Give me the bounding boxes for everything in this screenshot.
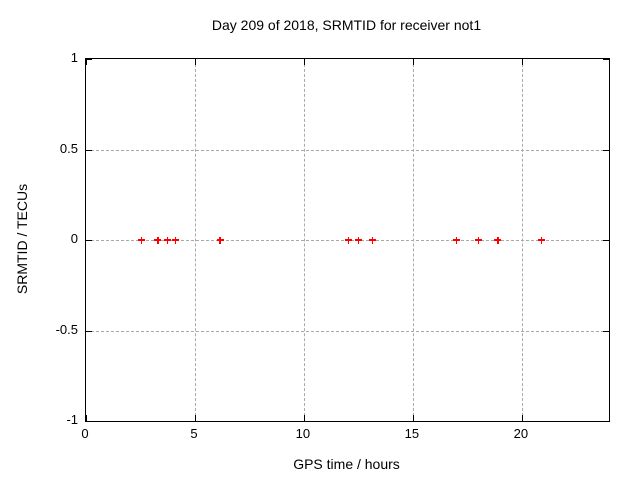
data-point-marker xyxy=(138,236,146,244)
chart-title: Day 209 of 2018, SRMTID for receiver not… xyxy=(211,17,482,33)
x-tick-bottom xyxy=(86,415,87,421)
data-point-marker xyxy=(369,236,377,244)
data-point-marker xyxy=(216,236,224,244)
y-gridline xyxy=(86,149,609,151)
data-point-marker xyxy=(164,236,172,244)
data-point-marker xyxy=(494,236,502,244)
data-point-marker xyxy=(154,236,162,244)
y-tick-label: 0 xyxy=(70,231,78,246)
x-tick-label: 5 xyxy=(190,426,198,441)
x-tick-label: 20 xyxy=(513,426,529,441)
y-tick-right xyxy=(603,330,609,332)
y-tick-left xyxy=(86,59,92,60)
y-gridline xyxy=(86,330,609,332)
y-tick-left xyxy=(86,330,92,332)
y-tick-label: 0.5 xyxy=(59,140,78,156)
y-tick-right xyxy=(603,59,609,60)
x-tick-bottom xyxy=(412,415,414,421)
y-tick-right xyxy=(603,240,609,241)
y-tick-right xyxy=(603,421,609,422)
data-point-marker xyxy=(474,236,482,244)
x-tick-top xyxy=(521,59,523,65)
x-tick-label: 10 xyxy=(295,426,311,441)
y-tick-label: -1 xyxy=(66,412,78,427)
y-tick-left xyxy=(86,421,92,422)
data-point-marker xyxy=(452,236,460,244)
x-tick-label: 0 xyxy=(81,426,89,441)
y-tick-left xyxy=(86,149,92,151)
x-tick-bottom xyxy=(194,415,196,421)
x-tick-label: 15 xyxy=(404,426,420,441)
y-tick-left xyxy=(86,240,92,241)
x-tick-top xyxy=(86,59,87,65)
x-axis-label: GPS time / hours xyxy=(293,456,400,472)
data-point-marker xyxy=(171,236,179,244)
x-tick-top xyxy=(194,59,196,65)
x-tick-top xyxy=(412,59,414,65)
y-tick-label: -0.5 xyxy=(55,321,78,337)
y-tick-label: 1 xyxy=(70,50,78,65)
data-point-marker xyxy=(537,236,545,244)
data-point-marker xyxy=(354,236,362,244)
data-point-marker xyxy=(345,236,353,244)
x-tick-bottom xyxy=(303,415,305,421)
plot-area xyxy=(85,58,610,422)
y-tick-right xyxy=(603,149,609,151)
x-tick-top xyxy=(303,59,305,65)
x-tick-bottom xyxy=(521,415,523,421)
